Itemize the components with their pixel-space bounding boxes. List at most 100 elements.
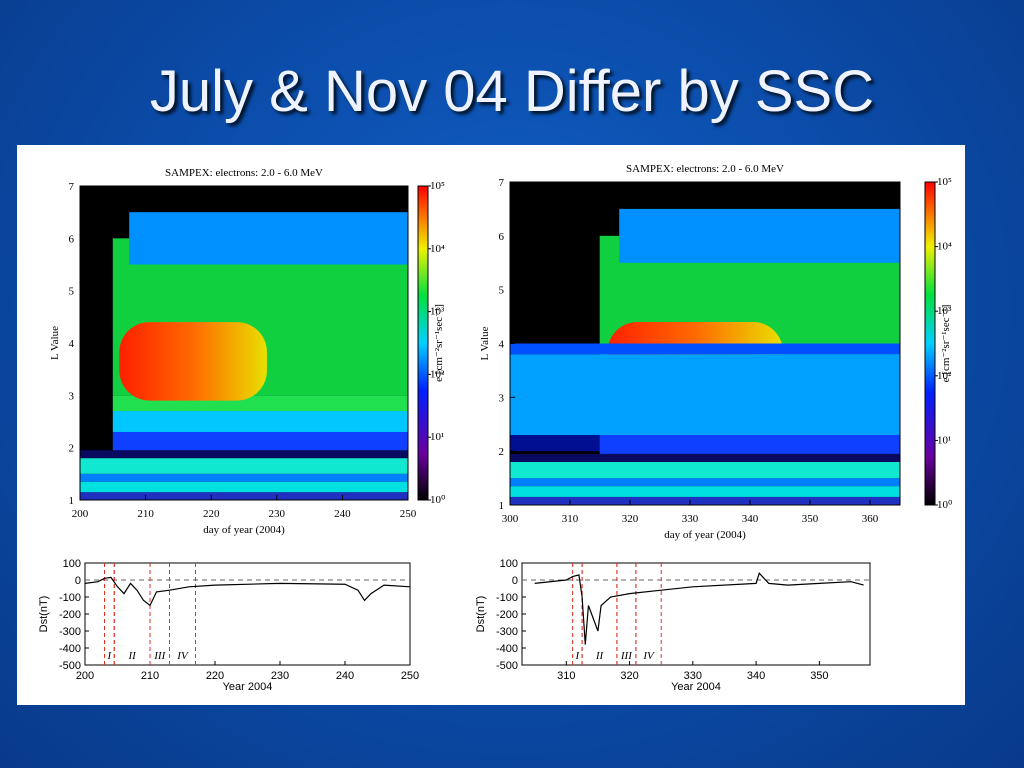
x-tick-label: 250: [401, 670, 419, 682]
phase-label: II: [127, 650, 137, 662]
y-tick-label: 6: [499, 231, 505, 243]
colorbar-tick-label: 10⁴: [937, 241, 952, 253]
y-tick-label: -400: [59, 643, 81, 655]
heatmap-title: SAMPEX: electrons: 2.0 - 6.0 MeV: [165, 167, 323, 179]
y-tick-label: 0: [512, 575, 518, 587]
heatmap-band: [112, 431, 409, 451]
x-tick-label: 320: [622, 513, 639, 525]
x-tick-label: 340: [747, 670, 765, 682]
heatmap-band: [510, 453, 900, 462]
y-tick-label: -200: [59, 609, 81, 621]
heatmap-band: [129, 212, 408, 265]
x-tick-label: 360: [862, 513, 879, 525]
x-tick-label: 240: [334, 508, 351, 520]
colorbar-tick-label: 10²: [937, 370, 952, 382]
heatmap-band: [510, 354, 900, 436]
phase-label: I: [107, 650, 113, 662]
y-tick-label: 3: [69, 390, 75, 402]
x-tick-label: 300: [502, 513, 519, 525]
x-tick-label: 220: [203, 508, 220, 520]
heatmap-band: [80, 473, 408, 482]
y-tick-label: 2: [69, 443, 75, 455]
heatmap-band: [80, 450, 408, 459]
x-axis-label: day of year (2004): [664, 529, 746, 541]
phase-label: IV: [176, 650, 189, 662]
colorbar-tick-label: 10⁵: [430, 180, 445, 192]
x-tick-label: 240: [336, 670, 354, 682]
y-tick-label: 6: [69, 233, 75, 245]
y-axis-label: L Value: [49, 326, 61, 360]
y-axis-label: L Value: [479, 326, 491, 360]
colorbar-label: e [cm⁻²sr⁻¹sec⁻¹]: [433, 304, 445, 382]
colorbar-tick-label: 10³: [430, 306, 445, 318]
heatmap-band: [619, 208, 900, 263]
colorbar-tick-label: 10⁰: [430, 494, 446, 506]
heatmap-title: SAMPEX: electrons: 2.0 - 6.0 MeV: [626, 163, 784, 175]
x-tick-label: 210: [137, 508, 154, 520]
x-tick-label: 200: [72, 508, 89, 520]
heatmap-band: [599, 435, 900, 454]
heatmap-band: [80, 492, 408, 500]
heatmap-core: [119, 322, 267, 401]
x-axis-label: Year 2004: [223, 681, 273, 693]
y-tick-label: 5: [69, 286, 75, 298]
y-tick-label: 7: [499, 177, 505, 189]
y-tick-label: -400: [496, 643, 518, 655]
x-axis-label: day of year (2004): [203, 524, 285, 536]
y-tick-label: 100: [500, 558, 518, 570]
heatmap-band: [112, 411, 409, 432]
x-tick-label: 320: [620, 670, 638, 682]
y-axis-label: Dst(nT): [38, 596, 50, 633]
y-tick-label: -300: [59, 626, 81, 638]
x-tick-label: 230: [271, 670, 289, 682]
x-tick-label: 310: [562, 513, 579, 525]
y-tick-label: -100: [59, 592, 81, 604]
heatmap-band: [510, 343, 900, 355]
x-tick-label: 250: [400, 508, 417, 520]
colorbar-label: e [cm⁻²sr⁻¹sec⁻¹]: [940, 305, 952, 383]
y-tick-label: 100: [63, 558, 81, 570]
y-tick-label: 3: [499, 392, 505, 404]
heatmap-band: [80, 458, 408, 474]
y-tick-label: 7: [69, 181, 75, 193]
y-tick-label: -100: [496, 592, 518, 604]
x-tick-label: 350: [802, 513, 819, 525]
y-axis-label: Dst(nT): [475, 596, 487, 633]
colorbar: [417, 185, 429, 501]
y-tick-label: -300: [496, 626, 518, 638]
x-tick-label: 330: [684, 670, 702, 682]
y-tick-label: 4: [499, 339, 505, 351]
colorbar-tick-label: 10¹: [937, 434, 951, 446]
phase-label: III: [620, 650, 633, 662]
slide-title: July & Nov 04 Differ by SSC: [149, 59, 875, 124]
x-tick-label: 230: [269, 508, 286, 520]
heatmap-band: [510, 478, 900, 487]
y-tick-label: 1: [499, 500, 505, 512]
x-tick-label: 220: [206, 670, 224, 682]
colorbar: [924, 181, 936, 506]
dst-line: [534, 572, 864, 645]
heatmap-band: [510, 496, 900, 505]
phase-label: IV: [642, 650, 655, 662]
y-tick-label: -200: [496, 609, 518, 621]
y-tick-label: 4: [69, 338, 75, 350]
x-tick-label: 330: [682, 513, 699, 525]
y-tick-label: 0: [75, 575, 81, 587]
heatmap-band: [510, 486, 900, 497]
heatmap-band: [80, 481, 408, 493]
phase-label: II: [595, 650, 605, 662]
x-tick-label: 340: [742, 513, 759, 525]
x-tick-label: 200: [76, 670, 94, 682]
x-tick-label: 310: [557, 670, 575, 682]
phase-label: I: [575, 650, 581, 662]
heatmap-band: [510, 461, 900, 479]
colorbar-tick-label: 10²: [430, 368, 445, 380]
y-tick-label: -500: [496, 660, 518, 672]
x-tick-label: 210: [141, 670, 159, 682]
x-tick-label: 350: [810, 670, 828, 682]
dst-line: [84, 576, 411, 607]
y-tick-label: 2: [499, 446, 505, 458]
colorbar-tick-label: 10⁴: [430, 243, 445, 255]
y-tick-label: 5: [499, 285, 505, 297]
